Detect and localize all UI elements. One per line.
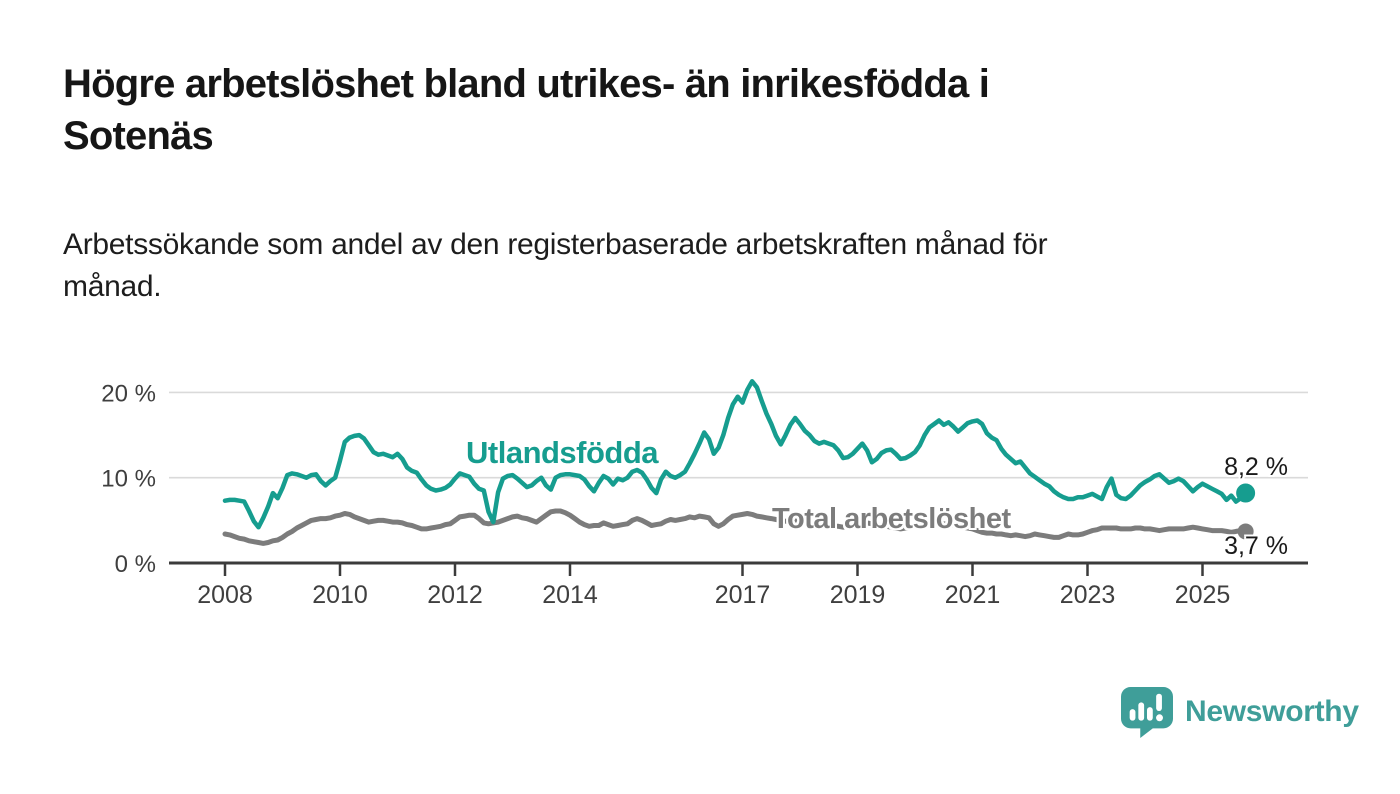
x-axis-label-2021: 2021	[945, 581, 1001, 609]
newsworthy-logo-icon	[1121, 686, 1173, 738]
y-axis-label-20: 20 %	[101, 380, 156, 407]
x-axis-label-2014: 2014	[542, 581, 598, 609]
x-axis-label-2012: 2012	[427, 581, 483, 609]
y-axis-label-0: 0 %	[115, 551, 156, 578]
end-value-label-utlandsfodda: 8,2 %	[1224, 453, 1288, 481]
x-axis-label-2010: 2010	[312, 581, 368, 609]
page-subtitle-line2: månad.	[63, 270, 162, 303]
series-label-utlandsfodda: Utlandsfödda	[466, 435, 659, 470]
newsworthy-logo-text: Newsworthy	[1185, 695, 1359, 728]
page-subtitle: Arbetssökande som andel av den registerb…	[63, 224, 1313, 308]
series-line-utlandsfodda	[222, 379, 1248, 530]
series-end-dot-total-arbetsloshet	[1237, 523, 1254, 540]
x-axis-label-2023: 2023	[1060, 581, 1116, 609]
x-axis-label-2017: 2017	[715, 581, 771, 609]
series-end-dot-utlandsfodda	[1236, 483, 1256, 503]
x-axis-label-2019: 2019	[830, 581, 886, 609]
page-title-line1: Högre arbetslöshet bland utrikes- än inr…	[63, 62, 990, 106]
page-subtitle-line1: Arbetssökande som andel av den registerb…	[63, 228, 1048, 261]
end-value-label-total-arbetsloshet: 3,7 %	[1224, 532, 1288, 560]
x-axis-label-2008: 2008	[197, 581, 253, 609]
page-title: Högre arbetslöshet bland utrikes- än inr…	[63, 58, 1313, 162]
y-axis-label-10: 10 %	[101, 466, 156, 493]
newsworthy-logo: Newsworthy	[1120, 686, 1359, 738]
page-title-line2: Sotenäs	[63, 114, 214, 158]
x-axis-label-2025: 2025	[1175, 581, 1231, 609]
series-label-total-arbetsloshet: Total arbetslöshet	[772, 503, 1011, 535]
series-line-total-arbetsloshet	[222, 508, 1249, 546]
